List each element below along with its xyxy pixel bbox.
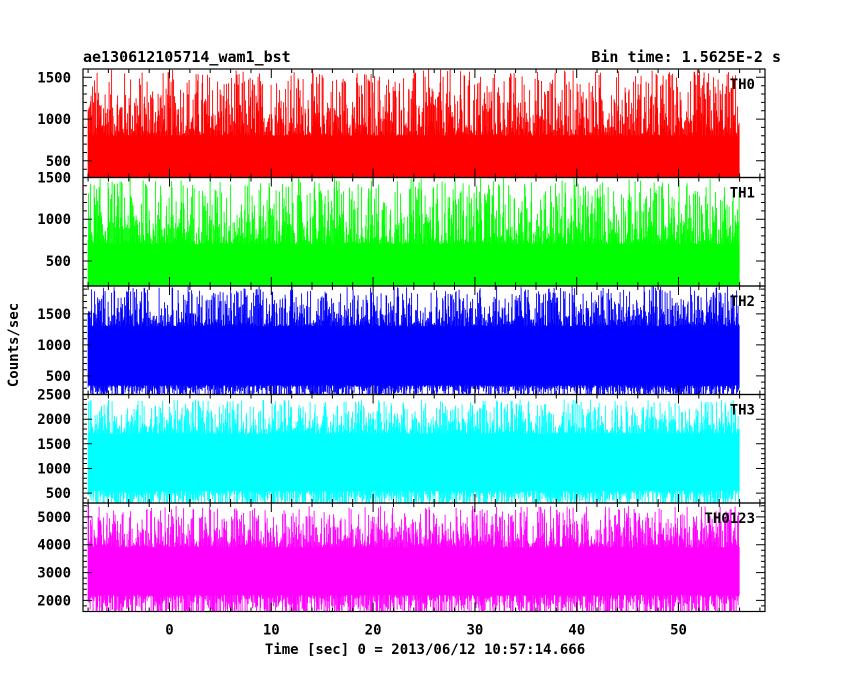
x-ticks	[87, 177, 761, 286]
x-ticks	[87, 394, 761, 503]
y-tick-label: 1500	[37, 437, 71, 453]
y-tick-label: 500	[46, 486, 71, 502]
y-tick-label: 2000	[37, 412, 71, 428]
y-tick-label: 2000	[37, 593, 71, 609]
x-ticks	[87, 503, 761, 612]
y-tick-label: 3000	[37, 566, 71, 582]
panel-label-th2: TH2	[730, 294, 755, 310]
y-tick-label: 4000	[37, 538, 71, 554]
y-tick-label: 500	[46, 154, 71, 170]
panel-th2: 500 1000 1500 TH2	[37, 285, 766, 396]
y-tick-label: 5000	[37, 510, 71, 526]
y-tick-label: 1000	[37, 462, 71, 478]
y-tick-label: 1500	[37, 307, 71, 323]
panel-label-th1: TH1	[730, 186, 755, 202]
x-tick-label: 30	[466, 623, 483, 639]
y-tick-label: 500	[46, 369, 71, 385]
series-core-th0123	[88, 547, 740, 595]
y-tick-label: 2500	[37, 388, 71, 404]
y-ticks	[83, 505, 765, 612]
x-tick-label: 0	[165, 623, 173, 639]
panel-th3: 500 1000 1500 2000 2500 TH3	[37, 388, 766, 504]
x-ticks	[87, 69, 761, 178]
x-tick-label: 20	[365, 623, 382, 639]
series-core-th0	[88, 135, 740, 178]
panel-th0123: 2000 3000 4000 5000 TH0123	[37, 502, 766, 613]
y-tick-label: 1000	[37, 338, 71, 354]
panel-label-th0: TH0	[730, 77, 755, 93]
y-tick-label: 1500	[37, 171, 71, 187]
y-axis-label: Counts/sec	[6, 303, 22, 387]
series-core-th3	[88, 433, 740, 491]
series-core-th2	[88, 326, 740, 386]
bin-time-label: Bin time: 1.5625E-2 s	[591, 48, 781, 66]
panel-label-th3: TH3	[730, 403, 755, 419]
panel-label-th0123: TH0123	[704, 511, 755, 527]
panel-th1: 500 1000 1500 TH1	[37, 171, 766, 287]
x-ticks	[87, 286, 761, 395]
y-tick-label: 1000	[37, 112, 71, 128]
panel-frame	[82, 502, 766, 613]
panels: 500 1000 1500 TH0 500 1000 1500 TH1 500 1000 1500 T…	[37, 68, 766, 613]
x-tick-label: 50	[670, 623, 687, 639]
y-tick-label: 1500	[37, 70, 71, 86]
series-core-th1	[88, 244, 740, 286]
x-axis-label: Time [sec] 0 = 2013/06/12 10:57:14.666	[265, 642, 585, 658]
chart-title: ae130612105714_wam1_bst	[83, 48, 291, 66]
x-tick-label: 40	[568, 623, 585, 639]
panel-th0: 500 1000 1500 TH0	[37, 68, 766, 179]
y-tick-label: 500	[46, 254, 71, 270]
x-tick-label: 10	[263, 623, 280, 639]
y-tick-label: 1000	[37, 212, 71, 228]
x-tick-labels: 0 10 20 30 40 50	[165, 623, 687, 639]
